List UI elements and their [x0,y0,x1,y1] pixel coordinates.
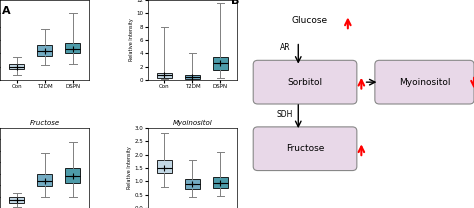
FancyBboxPatch shape [253,127,357,171]
Text: Fructose: Fructose [286,144,324,153]
PathPatch shape [157,73,172,78]
PathPatch shape [213,177,228,188]
PathPatch shape [37,174,53,186]
Text: B: B [231,0,239,6]
Text: SDH: SDH [276,110,293,119]
Text: A: A [2,6,11,16]
Y-axis label: Relative Intensity: Relative Intensity [129,19,134,61]
Title: Fructose: Fructose [30,120,60,126]
PathPatch shape [185,179,200,189]
PathPatch shape [65,168,81,183]
FancyBboxPatch shape [253,60,357,104]
PathPatch shape [65,43,81,53]
PathPatch shape [9,197,25,203]
Text: Glucose: Glucose [292,16,328,25]
FancyBboxPatch shape [375,60,474,104]
PathPatch shape [9,64,25,69]
PathPatch shape [185,75,200,79]
PathPatch shape [37,45,53,56]
Text: AR: AR [280,43,290,52]
Text: Sorbitol: Sorbitol [287,78,323,87]
PathPatch shape [213,57,228,70]
Text: Myoinositol: Myoinositol [399,78,450,87]
Title: Myoinositol: Myoinositol [173,120,212,126]
Y-axis label: Relative Intensity: Relative Intensity [127,147,132,189]
PathPatch shape [157,160,172,173]
